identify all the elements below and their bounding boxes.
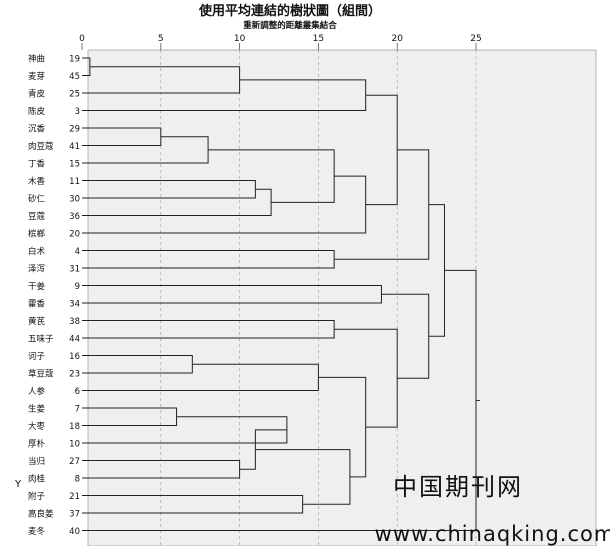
leaf-label: 丁香 — [28, 159, 46, 170]
plot-area — [87, 49, 597, 546]
x-tick-label: 25 — [470, 34, 481, 44]
dendrogram-links — [82, 57, 480, 531]
leaf-id: 15 — [69, 160, 80, 170]
leaf-id: 7 — [75, 405, 80, 415]
leaf-label: 藿香 — [28, 299, 46, 310]
leaf-id: 40 — [69, 527, 80, 537]
watermark: 中国期刊网 www.chinaqking.com — [375, 473, 610, 546]
leaf-label: 肉豆蔻 — [28, 141, 54, 152]
leaf-id: 25 — [69, 90, 80, 100]
leaf-label: 豆蔻 — [28, 211, 46, 222]
leaf-label: 附子 — [28, 491, 46, 502]
y-axis-letter: Y — [14, 479, 22, 490]
leaf-id: 27 — [69, 457, 80, 467]
leaf-id: 3 — [75, 107, 80, 117]
leaf-id: 10 — [69, 440, 80, 450]
leaf-labels: 神曲 19 麦芽 45 青皮 25 陈皮 3 沉香 29 肉豆蔻 41 丁香 15 木香 11 砂仁 30 豆蔻 36… — [28, 54, 80, 538]
leaf-label: 生姜 — [28, 404, 46, 415]
leaf-id: 21 — [69, 492, 80, 502]
leaf-label: 诃子 — [28, 351, 46, 362]
leaf-id: 20 — [69, 230, 80, 240]
leaf-id: 29 — [69, 125, 80, 135]
watermark-title: 中国期刊网 — [393, 473, 523, 501]
leaf-id: 41 — [69, 142, 80, 152]
leaf-id: 9 — [75, 282, 80, 292]
watermark-url: www.chinaqking.com — [375, 522, 610, 546]
leaf-label: 陈皮 — [28, 106, 46, 117]
leaf-label: 草豆蔻 — [28, 369, 54, 380]
x-axis-ticks: 0 5 10 15 20 25 — [79, 34, 482, 50]
leaf-id: 19 — [69, 55, 80, 65]
leaf-id: 30 — [69, 195, 80, 205]
x-tick-label: 5 — [158, 34, 164, 44]
leaf-label: 厚朴 — [28, 439, 46, 450]
leaf-id: 45 — [69, 72, 80, 82]
leaf-label: 砂仁 — [28, 194, 46, 205]
leaf-id: 36 — [69, 212, 80, 222]
leaf-id: 4 — [75, 247, 80, 257]
leaf-id: 37 — [69, 510, 80, 520]
leaf-label: 高良姜 — [28, 509, 54, 520]
leaf-id: 11 — [69, 177, 80, 187]
x-tick-label: 15 — [313, 34, 324, 44]
leaf-label: 当归 — [28, 456, 45, 467]
leaf-label: 木香 — [28, 176, 46, 187]
leaf-label: 青皮 — [28, 89, 46, 100]
chart-title: 使用平均連結的樹狀圖（組間） — [198, 3, 381, 19]
leaf-label: 黄芪 — [28, 316, 46, 327]
leaf-id: 16 — [69, 352, 80, 362]
leaf-label: 干姜 — [28, 281, 46, 292]
leaf-id: 38 — [69, 317, 80, 327]
leaf-label: 肉桂 — [28, 474, 46, 485]
leaf-id: 44 — [69, 335, 80, 345]
leaf-id: 31 — [69, 265, 80, 275]
leaf-id: 18 — [69, 422, 80, 432]
leaf-id: 34 — [69, 300, 80, 310]
leaf-label: 五味子 — [28, 334, 54, 345]
leaf-label: 泽泻 — [28, 265, 45, 275]
leaf-label: 麦冬 — [28, 526, 46, 537]
x-tick-label: 10 — [234, 34, 246, 44]
x-tick-label: 20 — [391, 34, 403, 44]
chart-subtitle: 重新調整的距離叢集結合 — [243, 20, 337, 31]
leaf-id: 8 — [75, 475, 80, 485]
leaf-label: 神曲 — [28, 54, 45, 65]
leaf-label: 沉香 — [28, 124, 46, 135]
x-tick-label: 0 — [79, 34, 85, 44]
leaf-id: 23 — [69, 370, 80, 380]
leaf-label: 槟榔 — [28, 229, 46, 240]
leaf-id: 6 — [75, 387, 80, 397]
leaf-label: 麦芽 — [28, 71, 45, 82]
leaf-label: 白术 — [28, 246, 46, 257]
leaf-label: 大枣 — [28, 421, 46, 432]
leaf-label: 人参 — [28, 386, 46, 397]
